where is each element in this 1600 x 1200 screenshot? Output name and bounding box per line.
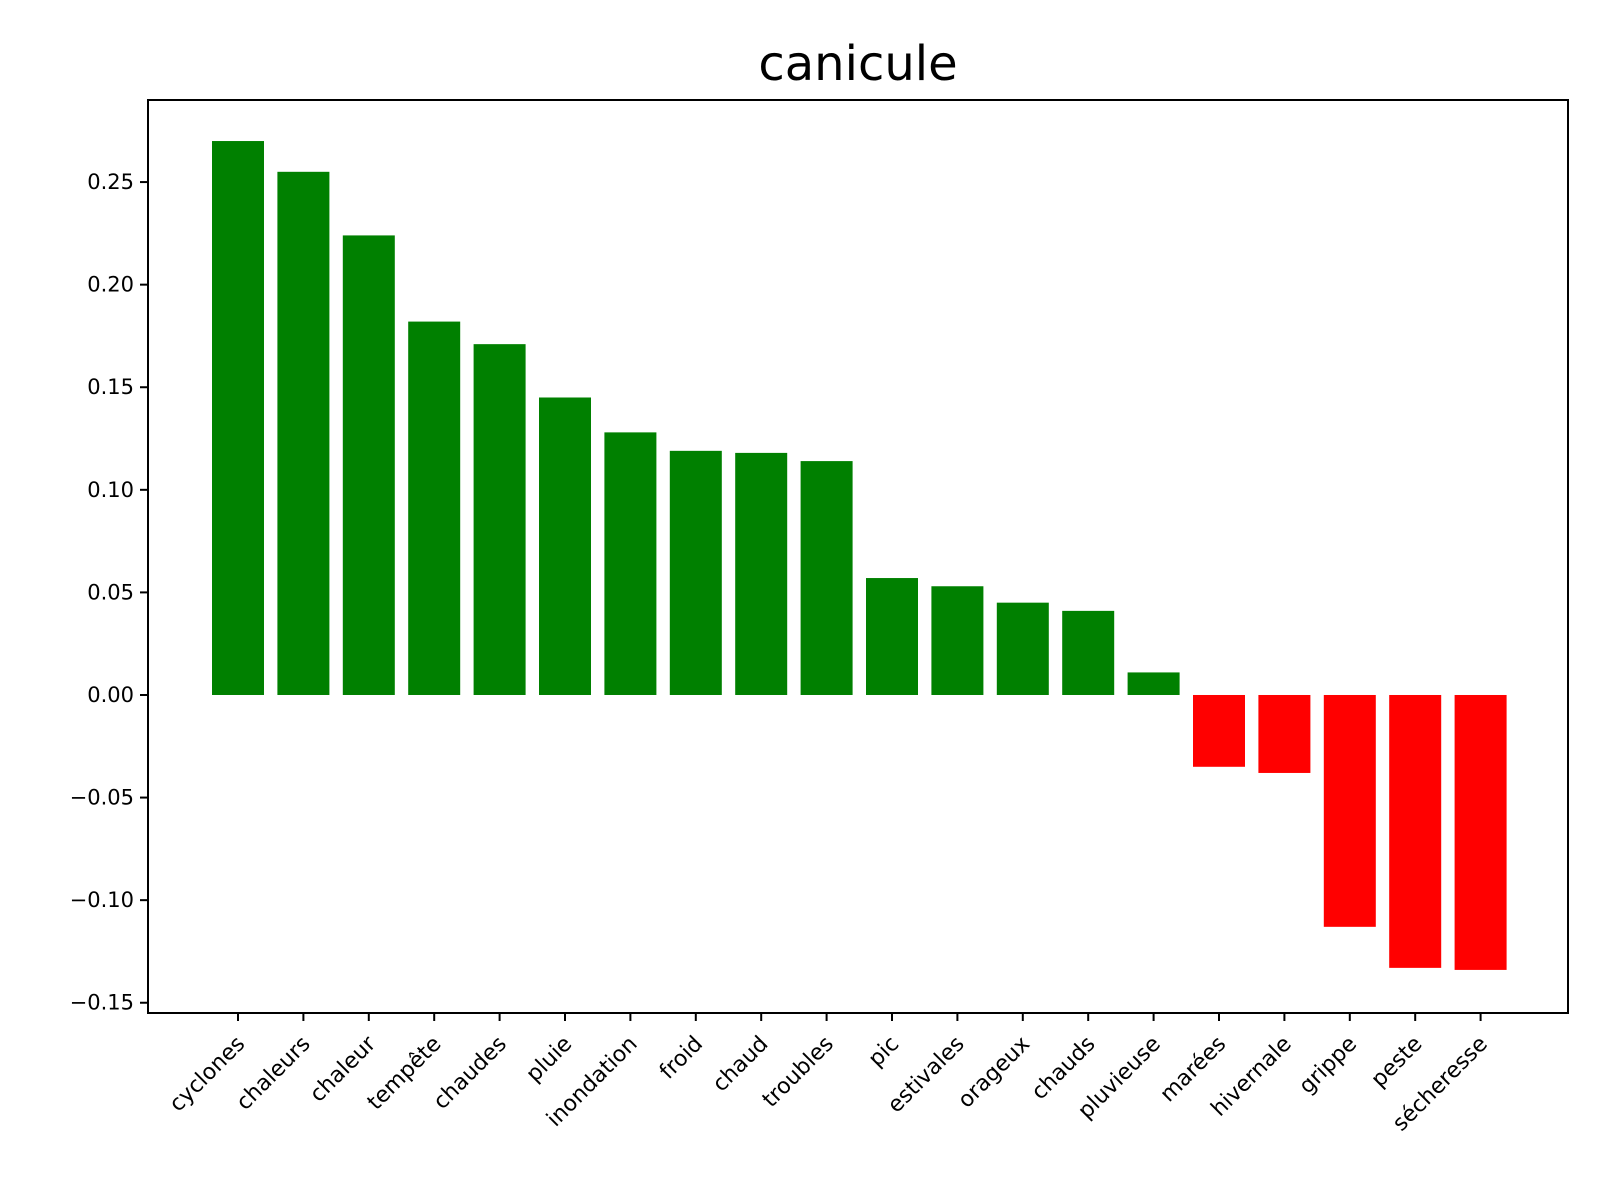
- y-tick-label: 0.20: [87, 273, 134, 297]
- x-tick-label: froid: [655, 1032, 708, 1085]
- y-tick-label: −0.10: [70, 888, 134, 912]
- bar-pluie: [539, 397, 591, 695]
- y-tick-label: 0.00: [87, 683, 134, 707]
- plot-frame: [147, 99, 1569, 1014]
- bar-pluvieuse: [1127, 672, 1180, 695]
- bar-inondation: [604, 432, 657, 695]
- bar-peste: [1389, 694, 1442, 968]
- bar-cyclones: [212, 141, 264, 695]
- bar-hivernale: [1258, 694, 1311, 773]
- y-tick-label: 0.25: [87, 170, 134, 194]
- bar-chaudes: [473, 344, 526, 695]
- bar-chaleur: [342, 235, 395, 695]
- bar-chaleurs: [277, 171, 330, 695]
- y-tick-label: 0.15: [87, 375, 134, 399]
- bar-troubles: [800, 461, 853, 695]
- bar-sécheresse: [1454, 694, 1507, 970]
- x-tick-label: peste: [1367, 1032, 1428, 1093]
- x-tick-label: pic: [864, 1032, 904, 1072]
- bars-layer: [212, 141, 1507, 970]
- x-tick-label: troubles: [758, 1032, 839, 1113]
- bar-grippe: [1323, 694, 1376, 927]
- x-tick-label: pluie: [522, 1032, 578, 1088]
- bar-chaud: [735, 452, 788, 695]
- bar-estivales: [931, 586, 984, 695]
- bar-orageux: [996, 602, 1049, 695]
- bar-chauds: [1062, 610, 1115, 695]
- y-tick-label: −0.05: [70, 786, 134, 810]
- chart-title: canicule: [758, 36, 957, 92]
- x-tick-label: chaudes: [429, 1032, 512, 1115]
- bar-froid: [669, 450, 722, 695]
- x-tick-label: orageux: [953, 1032, 1035, 1114]
- y-tick-label: 0.05: [87, 580, 134, 604]
- bar-pic: [866, 578, 918, 695]
- bar-marées: [1193, 694, 1245, 767]
- bar-tempête: [408, 321, 461, 695]
- x-tick-label: chaud: [708, 1032, 773, 1097]
- x-tick-label: grippe: [1294, 1032, 1362, 1100]
- y-tick-label: −0.15: [70, 991, 134, 1015]
- y-tick-label: 0.10: [87, 478, 134, 502]
